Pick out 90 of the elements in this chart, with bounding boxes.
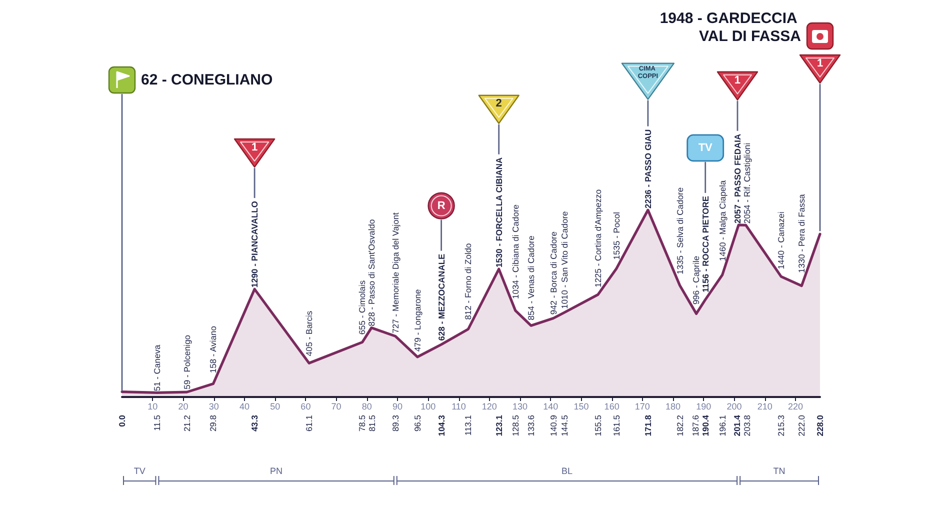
x-tick-label: 20	[178, 402, 188, 412]
x2-tick-label: 104.3	[436, 414, 446, 436]
x-tick-label: 150	[574, 402, 589, 412]
text: 1	[816, 57, 824, 70]
data-label: 1034 - Cibiana di Cadore	[510, 204, 520, 299]
data-label: 854 - Venas di Cadore	[526, 235, 536, 320]
data-label: 2236 - PASSO GIAU	[642, 129, 653, 208]
x-tick-label: 180	[666, 402, 681, 412]
x-tick-label: 170	[634, 402, 650, 412]
data-label: 628 - MEZZOCANALE	[436, 253, 446, 341]
x2-tick-label: 155.5	[593, 414, 604, 436]
x2-tick-label: 190.4	[700, 414, 711, 436]
x2-tick-label: 43.3	[250, 414, 260, 432]
x2-tick-label: 222.0	[796, 414, 807, 436]
x-tick-label: 210	[757, 402, 772, 412]
x2-tick-label: 187.6	[690, 414, 701, 436]
x-tick-label: 120	[482, 402, 497, 412]
data-label: 655 - Cimolais	[357, 280, 368, 335]
x2-tick-label: 182.2	[674, 414, 685, 436]
data-label: 2057 - PASSO FEDAIA	[732, 134, 742, 224]
text: 2	[496, 98, 502, 110]
text: PN	[270, 466, 283, 476]
data-label: 2054 - Rif. Castiglioni	[742, 142, 752, 224]
x2-tick-label: 201.4	[732, 414, 742, 436]
x2-tick-label: 133.6	[526, 414, 536, 436]
x2-tick-label: 29.8	[208, 414, 218, 432]
x-tick-label: 10	[148, 402, 158, 412]
x2-tick-label: 140.9	[548, 414, 558, 436]
data-label: 479 - Longarone	[412, 289, 422, 352]
x-tick-label: 140	[543, 402, 558, 412]
x-tick-label: 90	[392, 402, 403, 412]
x-tick-label: 30	[208, 402, 219, 412]
text: 1	[734, 74, 741, 86]
x-tick-label: 50	[270, 402, 280, 412]
x-tick-label: 70	[331, 402, 342, 412]
data-label: 1335 - Selva di Cadore	[674, 187, 685, 274]
data-label: 942 - Borca di Cadore	[548, 231, 558, 315]
data-label: 51 - Caneva	[152, 344, 162, 392]
text: TN	[773, 466, 786, 476]
data-label: 1440 - Canazei	[776, 211, 786, 270]
data-label: 1535 - Pocol	[611, 212, 622, 260]
x2-tick-label: 128.5	[510, 414, 520, 436]
data-label: 158 - Aviano	[208, 326, 218, 374]
data-label: 727 - Memoriale Diga del Vajont	[390, 212, 400, 334]
x-tick-label: 200	[726, 402, 742, 412]
text: TV	[698, 142, 714, 154]
x2-tick-label: 144.5	[559, 414, 570, 436]
data-label: 1460 - Malga Ciapela	[717, 180, 728, 262]
text: 1	[251, 141, 258, 154]
data-label: 996 - Caprile	[690, 256, 701, 305]
x2-tick-label: 81.5	[366, 414, 377, 432]
x2-tick-label: 161.5	[611, 414, 622, 436]
x2-tick-label: 89.3	[390, 414, 400, 432]
x2-tick-label: 21.2	[182, 414, 192, 432]
data-label: 1010 - San Vito di Cadore	[559, 210, 570, 309]
text: BL	[561, 466, 572, 476]
x2-tick-label: 215.3	[776, 414, 786, 436]
data-label: 405 - Barcis	[304, 310, 314, 356]
x2-tick-label: 61.1	[304, 414, 314, 432]
x-tick-label: 130	[512, 402, 528, 412]
x-tick-label: 110	[452, 402, 466, 412]
x-tick-label: 40	[239, 402, 250, 412]
x-tick-label: 60	[300, 402, 311, 412]
x2-tick-label: 171.8	[642, 414, 653, 436]
x2-tick-label: 96.5	[412, 414, 422, 432]
x-tick-label: 190	[696, 402, 712, 412]
annotation: R	[437, 200, 446, 212]
text: 1948 - GARDECCIA VAL DI FASSA	[660, 10, 802, 45]
x2-tick-label: 0.0	[117, 414, 127, 427]
data-label: 1225 - Cortina d'Ampezzo	[593, 189, 604, 288]
x2-tick-label: 113.1	[463, 414, 474, 436]
text: 62 - CONEGLIANO	[141, 72, 274, 88]
data-label: 1530 - FORCELLA CIBIANA	[494, 157, 504, 268]
text: TV	[134, 466, 146, 476]
x2-tick-label: 78.5	[356, 414, 367, 432]
x2-tick-label: 203.8	[742, 414, 752, 436]
data-label: 59 - Polcenigo	[182, 334, 192, 390]
data-label: 1290 - PIANCAVALLO	[250, 200, 260, 288]
x2-tick-label: 196.1	[717, 414, 728, 436]
x2-tick-label: 228.0	[815, 414, 825, 436]
x2-tick-label: 123.1	[494, 414, 504, 436]
x-tick-label: 100	[420, 402, 436, 412]
x-tick-label: 80	[362, 402, 372, 412]
data-label: 812 - Forno di Zoldo	[463, 242, 474, 320]
data-label: 828 - Passo di Sant'Osvaldo	[366, 218, 377, 326]
x-tick-label: 160	[604, 402, 620, 412]
x-tick-label: 220	[788, 402, 804, 412]
x2-tick-label: 11.5	[152, 414, 162, 431]
data-label: 1330 - Pera di Fassa	[796, 194, 807, 274]
data-label: 1156 - ROCCA PIETORE	[700, 196, 710, 292]
